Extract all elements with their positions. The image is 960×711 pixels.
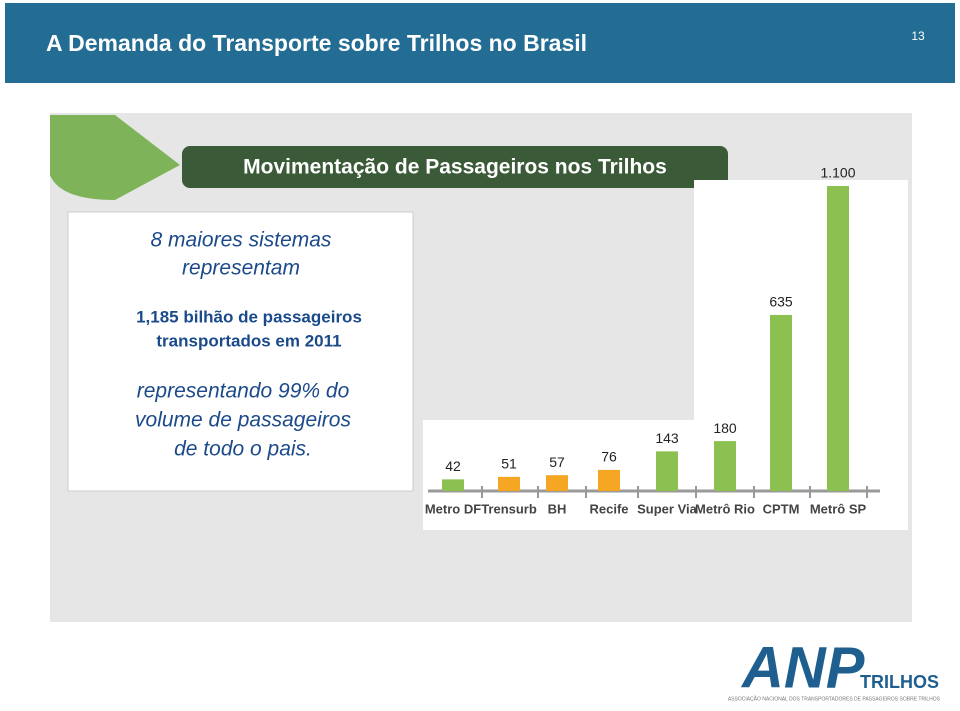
x-tick-label: Trensurb [481, 501, 537, 516]
text-box [67, 211, 414, 492]
page-number: 13 [911, 29, 925, 43]
logo-name: ANP [740, 635, 865, 700]
bar [714, 441, 736, 491]
bar [498, 476, 520, 491]
x-tick-label: Recife [589, 501, 628, 516]
logo-caption: ASSOCIAÇÃO NACIONAL DOS TRANSPORTADORES … [728, 695, 941, 702]
bar [598, 469, 620, 491]
x-tick-label: Super Via [637, 501, 698, 516]
header-band [5, 3, 955, 83]
x-tick-label: Metrô SP [810, 501, 867, 516]
text-line: 8 maiores sistemas [151, 229, 332, 252]
value-label: 51 [501, 456, 517, 472]
bar [770, 314, 792, 491]
slide-title: A Demanda do Transporte sobre Trilhos no… [46, 30, 587, 56]
x-tick-label: Metrô Rio [695, 501, 755, 516]
value-label: 76 [601, 449, 617, 465]
x-tick-label: CPTM [763, 501, 800, 516]
bar [827, 186, 849, 491]
text-line: de todo o pais. [174, 438, 312, 461]
value-label: 57 [549, 454, 565, 470]
text-line: representam [182, 257, 300, 280]
logo-sub: TRILHOS [860, 672, 939, 692]
chart-title: Movimentação de Passageiros nos Trilhos [243, 156, 667, 179]
bar [656, 451, 678, 491]
logo: ANP TRILHOS ASSOCIAÇÃO NACIONAL DOS TRAN… [728, 635, 941, 702]
x-tick-label: Metro DF [425, 501, 481, 516]
chart: Metro DF 42 Trensurb 51 BH 57 Recife 76 Super Vi… [425, 165, 868, 516]
arrow-shape [50, 115, 180, 200]
x-tick-label: BH [548, 501, 567, 516]
text-line: volume de passageiros [135, 409, 351, 432]
chart-title-box [182, 146, 728, 188]
value-label: 635 [769, 294, 793, 310]
value-label: 180 [713, 420, 737, 436]
bar [442, 479, 464, 491]
value-label: 42 [445, 458, 461, 474]
value-label: 143 [655, 430, 679, 446]
text-line: 1,185 bilhão de passageiros [136, 307, 362, 326]
text-line: transportados em 2011 [156, 331, 341, 350]
value-label: 1.100 [820, 165, 855, 181]
text-group: 8 maiores sistemas representam 1,185 bil… [135, 229, 362, 461]
bar [546, 475, 568, 491]
text-line: representando 99% do [137, 380, 350, 403]
